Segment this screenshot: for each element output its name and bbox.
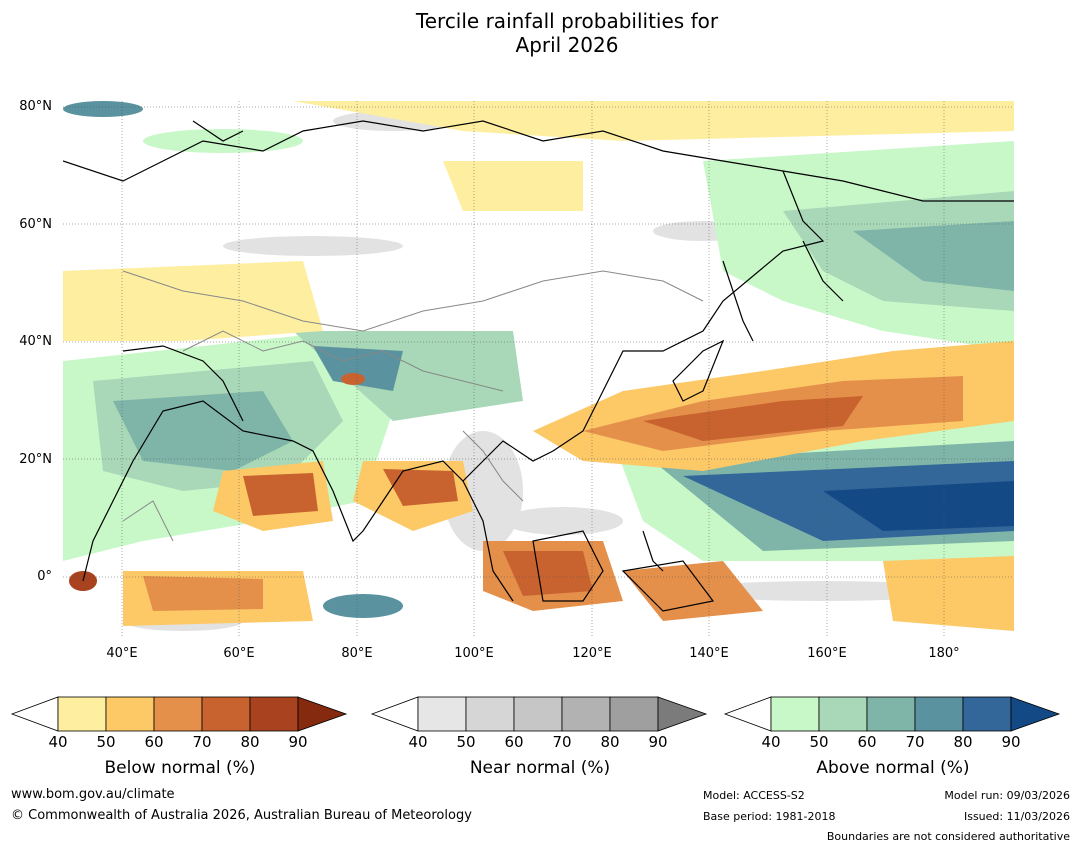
colorbar-near-cells — [370, 696, 708, 732]
colorbar-above-normal — [723, 696, 1061, 732]
colorbar-cell — [153, 696, 203, 732]
colorbar-cell — [818, 696, 868, 732]
colorbar-cell — [866, 696, 916, 732]
colorbar-cell — [513, 696, 563, 732]
below-tick-50: 50 — [96, 733, 116, 751]
map-svg — [63, 101, 1014, 637]
near-tick-60: 60 — [504, 733, 524, 751]
colorbar-near-normal — [370, 696, 708, 732]
lon-label-160e: 160°E — [807, 646, 847, 661]
title-line-2: April 2026 — [515, 33, 619, 57]
chart-title: Tercile rainfall probabilities for April… — [0, 9, 1081, 57]
colorbar-max-triangle — [657, 696, 708, 732]
lon-label-40e: 40°E — [106, 646, 138, 661]
above-normal-title: Above normal (%) — [816, 758, 970, 778]
colorbar-cell — [417, 696, 467, 732]
copyright-text: © Commonwealth of Australia 2026, Austra… — [11, 808, 472, 823]
lat-label-40n: 40°N — [19, 334, 52, 349]
colorbar-cell — [249, 696, 299, 732]
above-tick-60: 60 — [857, 733, 877, 751]
lon-label-180: 180° — [928, 646, 960, 661]
colorbar-cell — [962, 696, 1012, 732]
colorbar-cell — [201, 696, 251, 732]
lon-label-60e: 60°E — [223, 646, 255, 661]
below-tick-40: 40 — [48, 733, 68, 751]
colorbar-below-normal — [10, 696, 348, 732]
lon-label-120e: 120°E — [572, 646, 612, 661]
model-run-text: Model run: 09/03/2026 — [944, 789, 1070, 802]
below-tick-90: 90 — [288, 733, 308, 751]
colorbar-min-triangle — [723, 696, 772, 732]
colorbar-max-triangle — [297, 696, 348, 732]
near-tick-40: 40 — [408, 733, 428, 751]
near-tick-90: 90 — [648, 733, 668, 751]
lon-label-140e: 140°E — [689, 646, 729, 661]
website-link[interactable]: www.bom.gov.au/climate — [11, 787, 175, 802]
below-tick-60: 60 — [144, 733, 164, 751]
colorbar-min-triangle — [370, 696, 419, 732]
probability-map — [63, 101, 1014, 637]
country-borders — [122, 270, 704, 542]
colorbar-cell — [770, 696, 820, 732]
colorbar-cell — [609, 696, 659, 732]
colorbar-cell — [105, 696, 155, 732]
colorbar-cell — [465, 696, 515, 732]
lat-label-80n: 80°N — [19, 99, 52, 114]
colorbar-below-cells — [10, 696, 348, 732]
colorbar-above-cells — [723, 696, 1061, 732]
graticule — [63, 101, 1014, 637]
disclaimer-text: Boundaries are not considered authoritat… — [826, 830, 1070, 843]
above-tick-80: 80 — [953, 733, 973, 751]
colorbar-cell — [914, 696, 964, 732]
colorbar-min-triangle — [10, 696, 59, 732]
above-tick-50: 50 — [809, 733, 829, 751]
below-tick-80: 80 — [240, 733, 260, 751]
lon-label-100e: 100°E — [454, 646, 494, 661]
below-tick-70: 70 — [192, 733, 212, 751]
colorbar-max-triangle — [1010, 696, 1061, 732]
near-normal-title: Near normal (%) — [469, 758, 611, 778]
near-tick-50: 50 — [456, 733, 476, 751]
coastlines — [63, 120, 1014, 612]
lon-label-80e: 80°E — [341, 646, 373, 661]
near-tick-70: 70 — [552, 733, 572, 751]
above-tick-90: 90 — [1001, 733, 1021, 751]
title-line-1: Tercile rainfall probabilities for — [415, 9, 719, 33]
above-tick-40: 40 — [761, 733, 781, 751]
issued-text: Issued: 11/03/2026 — [963, 810, 1070, 823]
model-text: Model: ACCESS-S2 — [703, 789, 805, 802]
lat-label-0: 0° — [37, 569, 52, 584]
colorbar-cell — [57, 696, 107, 732]
colorbar-cell — [561, 696, 611, 732]
lat-label-20n: 20°N — [19, 452, 52, 467]
lat-label-60n: 60°N — [19, 217, 52, 232]
base-period-text: Base period: 1981-2018 — [703, 810, 836, 823]
below-normal-title: Below normal (%) — [104, 758, 256, 778]
above-tick-70: 70 — [905, 733, 925, 751]
near-tick-80: 80 — [600, 733, 620, 751]
